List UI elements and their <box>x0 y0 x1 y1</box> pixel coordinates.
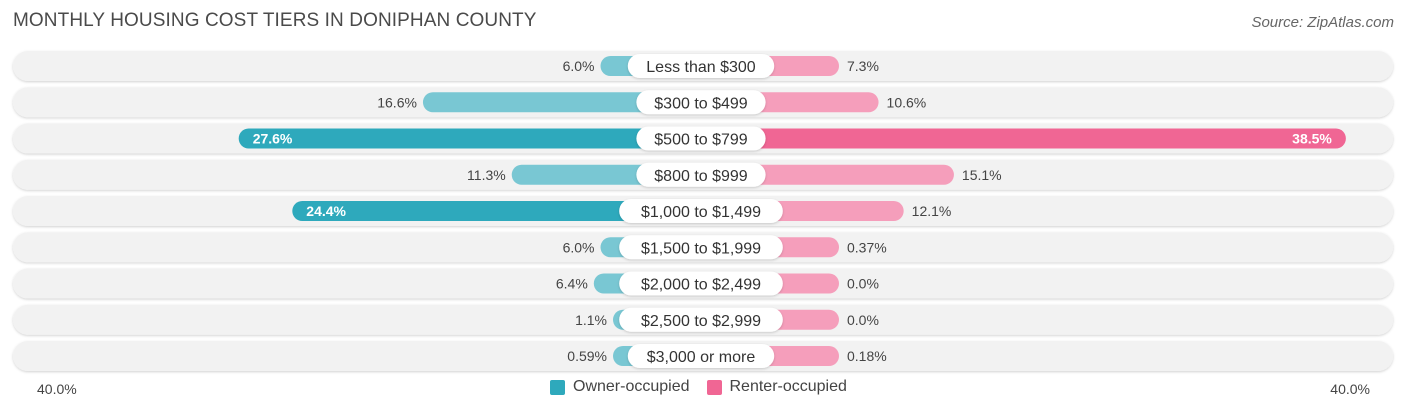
renter-value-label: 0.37% <box>847 239 887 255</box>
category-pill <box>619 271 783 296</box>
category-pill <box>627 344 775 368</box>
category-pill <box>636 162 766 187</box>
axis-left-label: 40.0% <box>37 381 77 397</box>
owner-value-label: 6.0% <box>563 58 595 74</box>
category-label: $300 to $499 <box>654 95 748 112</box>
legend-item-renter: Renter-occupied <box>706 378 847 396</box>
renter-bar <box>701 128 1346 149</box>
owner-value-label: 24.4% <box>306 203 346 219</box>
category-label: $800 to $999 <box>654 168 748 185</box>
owner-value-label: 6.0% <box>563 239 595 255</box>
legend-swatch-renter <box>706 379 722 395</box>
renter-value-label: 15.1% <box>962 167 1002 183</box>
chart-title: MONTHLY HOUSING COST TIERS IN DONIPHAN C… <box>13 10 537 31</box>
owner-bar <box>238 128 701 149</box>
owner-bar <box>422 92 701 113</box>
category-label: $2,000 to $2,499 <box>641 277 761 294</box>
renter-value-label: 38.5% <box>1292 131 1332 147</box>
owner-value-label: 6.4% <box>556 276 588 292</box>
renter-value-label: 0.18% <box>847 348 887 364</box>
category-pill <box>636 126 766 151</box>
renter-value-label: 7.3% <box>847 58 879 74</box>
legend-label-owner: Owner-occupied <box>573 378 690 395</box>
category-label: $500 to $799 <box>654 132 748 149</box>
owner-value-label: 1.1% <box>575 312 607 328</box>
category-pill <box>619 235 783 260</box>
category-pill <box>627 54 775 78</box>
owner-value-label: 11.3% <box>467 167 506 183</box>
owner-value-label: 27.6% <box>253 131 293 147</box>
category-label: Less than $300 <box>646 59 756 76</box>
chart-source: Source: ZipAtlas.com <box>1251 14 1394 31</box>
category-label: $3,000 or more <box>647 349 756 366</box>
category-pill <box>619 307 783 332</box>
category-pill <box>636 90 766 115</box>
legend: Owner-occupied Renter-occupied <box>550 378 864 396</box>
category-label: $1,000 to $1,499 <box>641 204 761 221</box>
legend-item-owner: Owner-occupied <box>550 378 690 396</box>
axis-right-label: 40.0% <box>1330 381 1370 397</box>
legend-label-renter: Renter-occupied <box>729 378 847 395</box>
category-pill <box>619 199 783 223</box>
renter-value-label: 12.1% <box>912 203 952 219</box>
renter-value-label: 0.0% <box>847 276 879 292</box>
category-label: $2,500 to $2,999 <box>641 313 761 330</box>
owner-bar <box>292 201 701 221</box>
category-label: $1,500 to $1,999 <box>641 240 761 257</box>
renter-value-label: 0.0% <box>847 312 879 328</box>
owner-value-label: 16.6% <box>377 94 417 110</box>
legend-swatch-owner <box>550 379 565 395</box>
renter-value-label: 10.6% <box>887 94 927 110</box>
owner-value-label: 0.59% <box>567 348 607 364</box>
